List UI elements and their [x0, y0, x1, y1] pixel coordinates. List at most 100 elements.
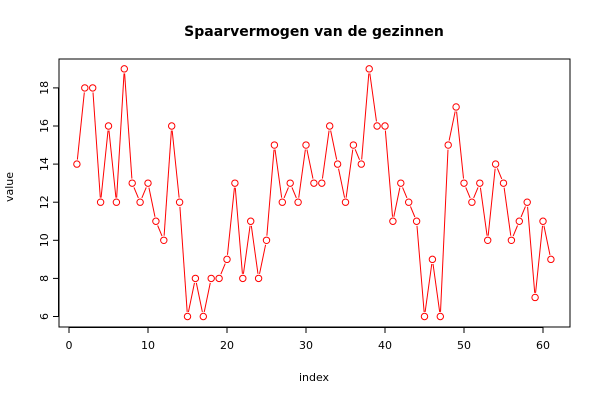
data-point [318, 179, 326, 187]
data-point [175, 198, 184, 206]
series-line-segment [283, 187, 289, 199]
y-tick-label: 8 [38, 275, 51, 282]
series-line-segment [92, 92, 101, 198]
data-point [515, 217, 523, 225]
series-line-segment [384, 130, 394, 217]
plot-area: 0 10 20 30 40 50 60 6 8 10 12 14 16 18 [38, 58, 571, 352]
data-point [104, 122, 113, 130]
series-line-segment [354, 149, 360, 161]
x-tick-label: 40 [378, 339, 392, 352]
series-line-segment [179, 206, 188, 312]
series-line-segment [503, 187, 512, 236]
series-line-segment [195, 282, 203, 313]
x-tick-label: 50 [457, 339, 471, 352]
data-point [199, 312, 208, 321]
series-line-segment [148, 187, 156, 217]
series-line-segment [76, 92, 85, 160]
data-point [223, 255, 231, 264]
series-line-segment [108, 130, 117, 198]
series-line-segment [465, 187, 471, 199]
series-line-segment [298, 149, 306, 198]
data-point [381, 122, 389, 130]
data-point [444, 141, 452, 149]
series-line-segment [361, 73, 370, 160]
data-point [310, 179, 318, 187]
data-point [247, 217, 255, 225]
series-line-segment [234, 187, 243, 274]
series-line-segment [527, 206, 536, 293]
data-point [341, 198, 350, 206]
series-line-segment [274, 149, 283, 198]
series-line-segment [535, 225, 544, 293]
data-point [183, 312, 192, 321]
data-point [168, 122, 176, 130]
data-point [484, 236, 492, 245]
data-point [523, 198, 531, 206]
series-line-segment [424, 263, 433, 313]
series-line-segment [330, 130, 338, 160]
data-point [81, 84, 89, 92]
series-line-segment [163, 130, 172, 236]
data-point [231, 179, 239, 187]
series-line-segment [250, 225, 259, 274]
data-point [373, 122, 381, 130]
y-tick-label: 6 [38, 313, 51, 320]
series-line-segment [456, 111, 465, 179]
data-point [278, 198, 286, 206]
data-point [120, 65, 129, 73]
y-tick-label: 12 [38, 195, 51, 209]
series-line-segment [479, 187, 488, 236]
series-line-segment [141, 187, 147, 199]
data-point [428, 255, 437, 264]
data-point [144, 179, 152, 187]
series-line-segment [187, 282, 195, 313]
data-point [333, 160, 342, 168]
data-point [405, 198, 413, 206]
x-tick-label: 0 [66, 339, 73, 352]
data-point [89, 84, 97, 92]
series-line-segment [321, 130, 330, 179]
series-line-segment [266, 149, 275, 236]
series-line-segment [291, 187, 297, 199]
chart-title: Spaarvermogen van de gezinnen [184, 24, 444, 40]
series-line-segment [440, 149, 449, 312]
y-tick-label: 14 [38, 157, 51, 171]
series-line-segment [543, 225, 551, 255]
x-tick-label: 20 [220, 339, 234, 352]
x-axis-label: index [299, 371, 330, 384]
series-line-segment [242, 225, 251, 274]
series-line-segment [220, 263, 226, 275]
data-point [254, 274, 263, 283]
series-line-segment [402, 187, 408, 199]
data-point [215, 274, 223, 283]
data-point [239, 274, 247, 283]
series-line-segment [473, 187, 479, 199]
data-point [491, 160, 500, 168]
data-point [349, 141, 358, 149]
x-tick-label: 10 [141, 339, 155, 352]
series-line-segment [157, 225, 163, 237]
series-line-segment [116, 73, 125, 198]
data-point [270, 141, 279, 149]
data-point [476, 179, 484, 187]
y-axis-label: value [3, 172, 16, 202]
series-line-segment [259, 244, 267, 274]
series-line-segment [432, 263, 441, 313]
data-point [397, 179, 405, 187]
x-tick-label: 30 [299, 339, 313, 352]
data-point [365, 65, 373, 73]
series-line-segment [100, 130, 109, 198]
series-line-segment [448, 111, 456, 141]
y-tick-label: 16 [38, 119, 51, 133]
data-point [436, 312, 444, 321]
data-point [286, 179, 294, 187]
data-point [128, 179, 136, 187]
data-point [302, 141, 310, 149]
data-point [112, 198, 121, 206]
data-point [547, 255, 555, 264]
data-point [152, 217, 160, 225]
data-point [499, 179, 508, 187]
series-line-segment [133, 187, 139, 199]
series-line-segment [203, 282, 211, 313]
